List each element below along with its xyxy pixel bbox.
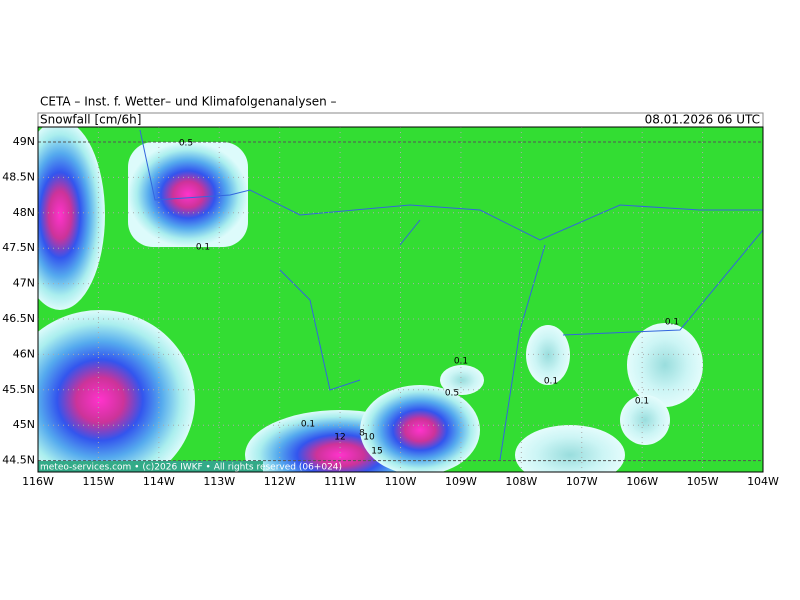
contour-label: 0.1 (196, 243, 210, 253)
snow-area (38, 310, 195, 472)
map-area: 0.5 0.1 0.1 0.1 0.5 0.1 0.1 0.1 810 12 15 meteo-se… (38, 127, 763, 473)
y-axis-label: 46.5N (2, 312, 35, 325)
contour-label: 0.5 (445, 389, 459, 399)
contour-label: 0.1 (301, 420, 315, 430)
graticule (38, 127, 763, 472)
contour-label: 0.1 (544, 377, 558, 387)
x-axis-label: 105W (687, 475, 719, 488)
x-axis-label: 106W (626, 475, 658, 488)
snow-area (440, 365, 484, 395)
snow-area (360, 385, 480, 472)
frame (37, 126, 764, 473)
header-subtitle: Snowfall [cm/6h] (40, 113, 141, 127)
x-axis-label: 114W (143, 475, 175, 488)
contour-label: 0.5 (179, 139, 193, 149)
y-axis-label: 48N (13, 206, 35, 219)
y-axis-label: 47N (13, 277, 35, 290)
snow-area (620, 395, 670, 445)
header-title: CETA – Inst. f. Wetter– und Klimafolgena… (40, 95, 337, 109)
y-axis-label: 47.5N (2, 241, 35, 254)
x-axis-label: 104W (747, 475, 779, 488)
contour-label: 0.1 (665, 318, 679, 328)
y-axis-label: 44.5N (2, 454, 35, 467)
contour-label: 0.1 (454, 357, 468, 367)
y-axis-label: 46N (13, 347, 35, 360)
footer-bg (38, 461, 263, 472)
y-axis-label: 49N (13, 135, 35, 148)
contour-label: 15 (371, 447, 382, 457)
snow-area (38, 127, 105, 310)
header-date: 08.01.2026 06 UTC (645, 113, 760, 127)
contour-label: 12 (334, 433, 345, 443)
footer-text: meteo-services.com • (c)2026 IWKF • All … (40, 463, 342, 473)
x-axis-label: 107W (566, 475, 598, 488)
snow-area (515, 425, 625, 472)
x-axis-label: 109W (445, 475, 477, 488)
x-axis-label: 110W (385, 475, 417, 488)
x-axis-label: 116W (22, 475, 54, 488)
contour-label: 0.1 (635, 397, 649, 407)
x-axis-label: 113W (203, 475, 235, 488)
x-axis-label: 115W (82, 475, 114, 488)
y-axis-label: 48.5N (2, 170, 35, 183)
y-axis-label: 45N (13, 418, 35, 431)
x-axis-label: 111W (324, 475, 356, 488)
snow-area (627, 323, 703, 407)
snow-area (128, 142, 248, 247)
y-axis-label: 45.5N (2, 383, 35, 396)
x-axis-label: 108W (505, 475, 537, 488)
contour-label: 10 (363, 433, 375, 443)
snow-area (526, 325, 570, 385)
contour-label: 8 (359, 429, 365, 439)
river (139, 129, 763, 461)
x-axis-label: 112W (264, 475, 296, 488)
